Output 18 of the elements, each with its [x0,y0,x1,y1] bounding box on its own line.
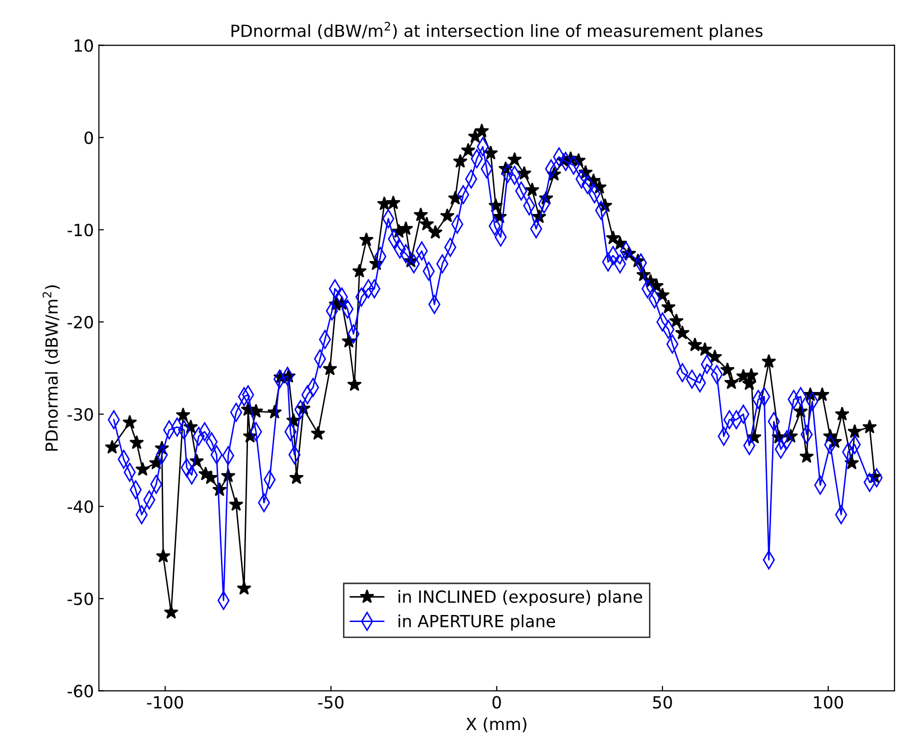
y-tick-label: -50 [68,592,93,606]
legend-label: in APERTURE plane [398,614,556,631]
x-tick-label: 50 [653,696,672,709]
legend-label: in INCLINED (exposure) plane [398,590,642,606]
y-tick-label: 0 [84,131,93,144]
chart-title: PDnormal (dBW/m$^{2}$) at intersection line of measurement planes [232,22,762,40]
x-tick-label: 100 [814,696,844,709]
y-tick-label: -30 [68,408,93,421]
x-tick-label: -50 [318,696,344,709]
x-tick-label: -100 [147,696,183,709]
x-axis-title: X (mm) [466,717,526,732]
y-tick-label: 10 [74,39,93,52]
y-tick-label: -40 [68,500,93,513]
x-tick-label: 0 [492,696,501,709]
y-tick-label: -20 [68,316,93,329]
y-axis-title: PDnormal (dBW/m$^{2}$) [42,285,60,451]
y-tick-label: -60 [68,684,93,698]
y-tick-label: -10 [68,224,93,236]
